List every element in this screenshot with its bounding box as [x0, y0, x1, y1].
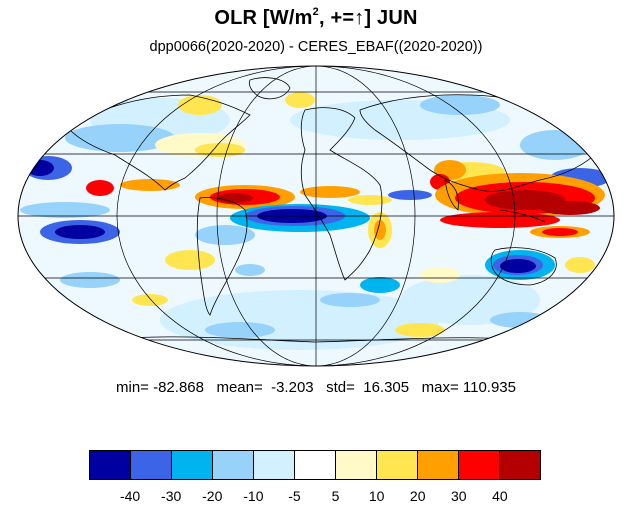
- colorbar-swatch: [90, 451, 131, 479]
- title-superscript: 2: [312, 6, 319, 18]
- colorbar-tick-label: 20: [409, 488, 426, 504]
- colorbar-tick-label: 30: [451, 488, 467, 504]
- colorbar-tick-label: 40: [492, 488, 508, 504]
- colorbar-swatch: [131, 451, 172, 479]
- colorbar-swatch: [459, 451, 500, 479]
- colorbar-swatch: [418, 451, 459, 479]
- colorbar-swatch: [295, 451, 336, 479]
- subtitle: dpp0066(2020-2020) - CERES_EBAF((2020-20…: [149, 39, 483, 55]
- colorbar-tick-label: -30: [161, 488, 182, 504]
- colorbar-tick-label: 10: [368, 488, 385, 504]
- colorbar-swatch: [172, 451, 213, 479]
- title-prefix: OLR [W/m: [214, 7, 313, 29]
- title-suffix: , +=↑] JUN: [318, 7, 418, 29]
- colorbar-tick-label: 5: [331, 488, 340, 504]
- olr-difference-map: [17, 65, 615, 367]
- graticule: [18, 66, 614, 366]
- colorbar-tick-label: -10: [243, 488, 264, 504]
- colorbar-tick-label: -40: [119, 488, 141, 504]
- globe-outline: [17, 65, 615, 367]
- colorbar-swatch: [213, 451, 254, 479]
- colorbar-swatch: [336, 451, 377, 479]
- colorbar-swatch: [500, 451, 540, 479]
- colorbar-swatch: [254, 451, 295, 479]
- colorbar-tick-label: -20: [202, 488, 223, 504]
- colorbar-swatch: [377, 451, 418, 479]
- statistics-line: min= -82.868 mean= -3.203 std= 16.305 ma…: [116, 379, 516, 396]
- colorbar-tick-label: -5: [288, 488, 301, 504]
- page-title: OLR [W/m2, +=↑] JUN: [0, 6, 632, 30]
- colorbar: [89, 450, 541, 480]
